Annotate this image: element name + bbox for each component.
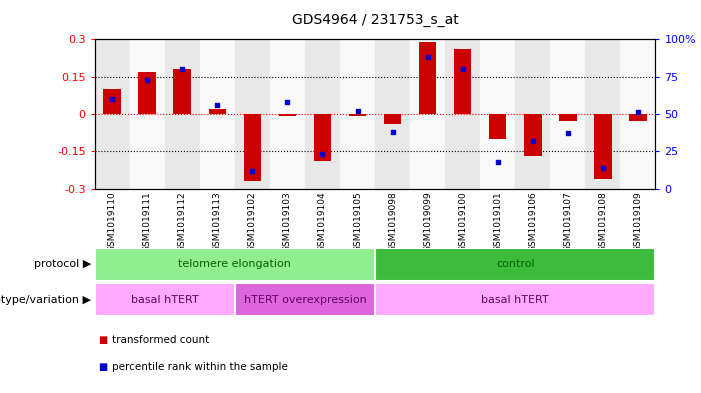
Bar <box>550 39 585 189</box>
Bar <box>165 39 200 189</box>
Bar <box>489 114 506 139</box>
Text: ■: ■ <box>98 335 107 345</box>
Text: percentile rank within the sample: percentile rank within the sample <box>112 362 288 373</box>
Bar <box>270 39 305 189</box>
Text: ■: ■ <box>98 362 107 373</box>
Text: hTERT overexpression: hTERT overexpression <box>243 295 367 305</box>
Bar <box>349 114 367 116</box>
Text: control: control <box>496 259 535 269</box>
Bar <box>629 114 647 121</box>
Bar <box>620 39 655 189</box>
Bar <box>515 39 550 189</box>
Bar <box>279 114 297 116</box>
Bar <box>559 114 576 121</box>
Point <box>457 66 468 72</box>
Point <box>142 77 153 83</box>
Bar <box>235 283 375 316</box>
Bar <box>594 114 612 179</box>
Bar <box>375 248 655 281</box>
Point <box>597 165 608 171</box>
Point <box>107 96 118 102</box>
Bar <box>235 39 270 189</box>
Point <box>282 99 293 105</box>
Text: GDS4964 / 231753_s_at: GDS4964 / 231753_s_at <box>292 13 458 27</box>
Bar <box>139 72 156 114</box>
Bar <box>585 39 620 189</box>
Bar <box>209 109 226 114</box>
Text: transformed count: transformed count <box>112 335 210 345</box>
Point <box>247 167 258 174</box>
Text: basal hTERT: basal hTERT <box>131 295 198 305</box>
Point <box>492 159 503 165</box>
Bar <box>104 89 121 114</box>
Bar <box>340 39 375 189</box>
Bar <box>524 114 542 156</box>
Text: telomere elongation: telomere elongation <box>178 259 292 269</box>
Bar <box>174 69 191 114</box>
Bar <box>314 114 332 161</box>
Bar <box>130 39 165 189</box>
Point <box>527 138 538 144</box>
Text: genotype/variation ▶: genotype/variation ▶ <box>0 295 91 305</box>
Point <box>177 66 188 72</box>
Point <box>352 108 363 114</box>
Point <box>632 109 644 116</box>
Point <box>317 151 328 158</box>
Bar <box>200 39 235 189</box>
Bar <box>410 39 445 189</box>
Point <box>212 102 223 108</box>
Point <box>387 129 398 135</box>
Bar <box>95 248 375 281</box>
Bar <box>244 114 261 181</box>
Bar <box>384 114 402 124</box>
Text: protocol ▶: protocol ▶ <box>34 259 91 269</box>
Bar <box>480 39 515 189</box>
Bar <box>375 283 655 316</box>
Bar <box>305 39 340 189</box>
Point <box>562 130 573 136</box>
Bar <box>95 39 130 189</box>
Bar <box>375 39 410 189</box>
Bar <box>445 39 480 189</box>
Text: basal hTERT: basal hTERT <box>482 295 549 305</box>
Bar <box>95 283 235 316</box>
Bar <box>419 42 436 114</box>
Bar <box>454 49 472 114</box>
Point <box>422 54 433 61</box>
